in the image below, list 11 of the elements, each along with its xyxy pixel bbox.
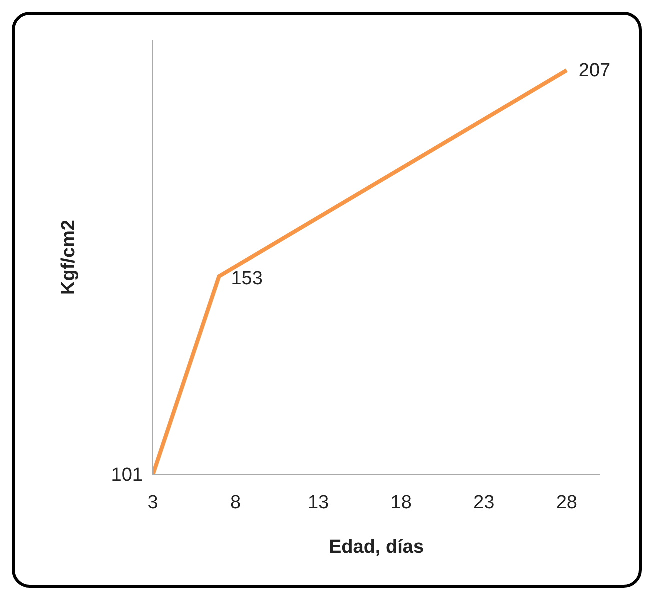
x-tick-label: 8: [230, 492, 242, 514]
data-label: 207: [578, 60, 611, 82]
x-axis-title: Edad, días: [328, 537, 424, 558]
x-tick-label: 18: [390, 492, 412, 514]
x-tick-label: 28: [556, 492, 578, 514]
y-axis-title: Kgf/cm2: [58, 220, 80, 295]
x-tick-label: 13: [308, 492, 330, 514]
data-label: 153: [231, 268, 263, 290]
data-label: 101: [111, 465, 143, 486]
x-tick-label: 3: [148, 492, 158, 514]
x-tick-label: 23: [474, 492, 495, 514]
